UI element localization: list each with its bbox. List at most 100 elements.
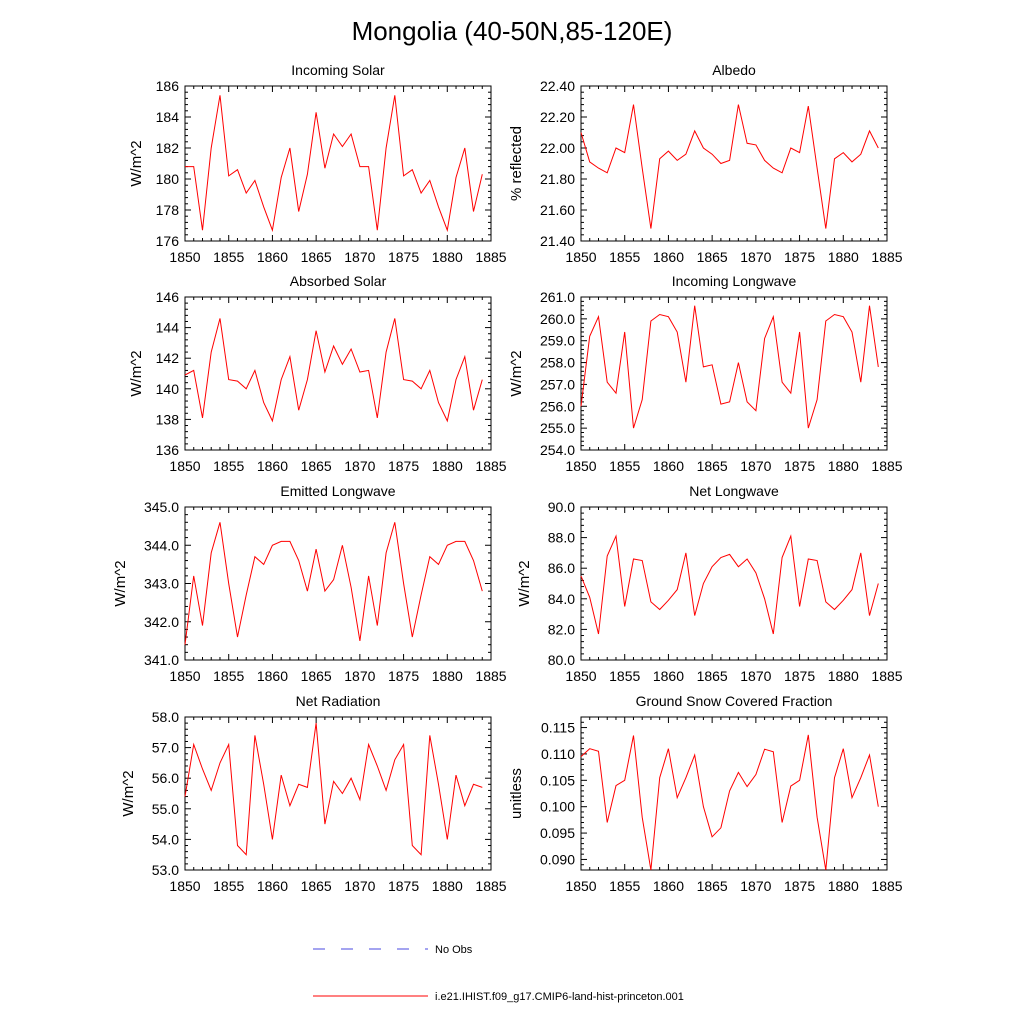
albedo-x-tick-label: 1885 xyxy=(871,249,902,265)
ground-snow-covered-fraction-y-tick-label: 0.110 xyxy=(541,746,575,762)
net-radiation-series-line xyxy=(184,723,483,856)
net-radiation-title: Net Radiation xyxy=(296,693,381,709)
incoming-solar-y-tick-label: 184 xyxy=(156,109,180,125)
figure-title: Mongolia (40-50N,85-120E) xyxy=(352,16,673,46)
absorbed-solar-y-tick-label: 146 xyxy=(156,289,180,305)
ground-snow-covered-fraction-y-tick-label: 0.095 xyxy=(540,825,575,841)
emitted-longwave-series-line xyxy=(184,522,483,645)
net-longwave-y-tick-label: 90.0 xyxy=(548,499,575,515)
incoming-longwave-x-tick-label: 1880 xyxy=(828,458,859,474)
net-radiation-y-tick-label: 55.0 xyxy=(152,801,179,817)
absorbed-solar-x-tick-label: 1865 xyxy=(301,458,332,474)
incoming-longwave-x-tick-label: 1855 xyxy=(609,458,640,474)
absorbed-solar-x-tick-label: 1870 xyxy=(344,458,375,474)
incoming-solar-y-tick-label: 178 xyxy=(156,202,180,218)
incoming-longwave-y-tick-label: 257.0 xyxy=(540,376,575,392)
ground-snow-covered-fraction-title: Ground Snow Covered Fraction xyxy=(636,693,833,709)
net-radiation-y-tick-label: 56.0 xyxy=(152,770,179,786)
ground-snow-covered-fraction-x-tick-label: 1885 xyxy=(871,878,902,894)
emitted-longwave-x-tick-label: 1870 xyxy=(344,668,375,684)
emitted-longwave-x-tick-label: 1885 xyxy=(475,668,506,684)
absorbed-solar-title: Absorbed Solar xyxy=(290,273,387,289)
ground-snow-covered-fraction-series-line xyxy=(580,734,879,871)
ground-snow-covered-fraction-x-tick-label: 1875 xyxy=(784,878,815,894)
albedo-y-axis-label: % reflected xyxy=(508,126,525,201)
emitted-longwave-plot-frame xyxy=(184,506,492,661)
net-radiation-x-tick-label: 1885 xyxy=(475,878,506,894)
incoming-longwave-x-tick-label: 1860 xyxy=(653,458,684,474)
net-radiation-x-tick-label: 1880 xyxy=(432,878,463,894)
net-longwave-x-tick-label: 1870 xyxy=(740,668,771,684)
net-longwave-x-tick-label: 1850 xyxy=(565,668,596,684)
albedo-x-tick-label: 1855 xyxy=(609,249,640,265)
emitted-longwave-title: Emitted Longwave xyxy=(280,483,395,499)
panel-incoming-solar: 1850 1855 1860 1865 1870 1875 1880 1885 176 178 18… xyxy=(128,62,507,265)
ground-snow-covered-fraction-x-tick-label: 1860 xyxy=(653,878,684,894)
absorbed-solar-y-tick-label: 136 xyxy=(156,442,180,458)
net-radiation-plot-frame xyxy=(184,716,492,871)
absorbed-solar-y-tick-label: 142 xyxy=(156,350,180,366)
ground-snow-covered-fraction-x-tick-label: 1855 xyxy=(609,878,640,894)
net-longwave-x-tick-label: 1880 xyxy=(828,668,859,684)
incoming-solar-x-tick-label: 1880 xyxy=(432,249,463,265)
albedo-x-tick-label: 1865 xyxy=(697,249,728,265)
incoming-solar-series-line xyxy=(185,95,483,233)
emitted-longwave-x-tick-label: 1880 xyxy=(432,668,463,684)
net-longwave-y-tick-label: 86.0 xyxy=(548,560,575,576)
net-radiation-y-tick-label: 58.0 xyxy=(152,709,179,725)
net-radiation-y-tick-label: 53.0 xyxy=(152,862,179,878)
albedo-x-tick-label: 1880 xyxy=(828,249,859,265)
panel-emitted-longwave: 1850 1855 1860 1865 1870 1875 1880 1885 341.0 342… xyxy=(112,483,507,684)
net-radiation-y-tick-label: 54.0 xyxy=(152,831,179,847)
net-radiation-x-tick-label: 1850 xyxy=(169,878,200,894)
albedo-y-tick-label: 22.40 xyxy=(540,78,575,94)
emitted-longwave-y-tick-label: 342.0 xyxy=(144,614,179,630)
incoming-longwave-y-tick-label: 261.0 xyxy=(540,289,575,305)
net-longwave-x-tick-label: 1860 xyxy=(653,668,684,684)
albedo-series-line xyxy=(580,104,879,229)
absorbed-solar-y-axis-label: W/m^2 xyxy=(128,350,145,396)
incoming-longwave-y-tick-label: 256.0 xyxy=(540,398,575,414)
panels-group: 1850 1855 1860 1865 1870 1875 1880 1885 176 178 18… xyxy=(112,62,903,894)
absorbed-solar-y-tick-label: 138 xyxy=(156,411,180,427)
incoming-longwave-series-line xyxy=(580,305,879,429)
incoming-longwave-x-tick-label: 1875 xyxy=(784,458,815,474)
emitted-longwave-x-tick-label: 1865 xyxy=(301,668,332,684)
ground-snow-covered-fraction-plot-frame xyxy=(580,716,888,871)
incoming-longwave-y-tick-label: 255.0 xyxy=(540,420,575,436)
absorbed-solar-y-tick-label: 144 xyxy=(156,320,180,336)
albedo-y-tick-label: 22.20 xyxy=(540,109,575,125)
incoming-longwave-y-tick-label: 254.0 xyxy=(540,442,575,458)
albedo-plot-frame xyxy=(580,85,888,242)
absorbed-solar-y-tick-label: 140 xyxy=(156,381,180,397)
panel-net-radiation: 1850 1855 1860 1865 1870 1875 1880 1885 53.0 54.0… xyxy=(120,693,507,894)
albedo-y-tick-label: 21.40 xyxy=(540,233,575,249)
incoming-solar-x-tick-label: 1875 xyxy=(388,249,419,265)
net-radiation-x-tick-label: 1865 xyxy=(301,878,332,894)
net-radiation-x-tick-label: 1875 xyxy=(388,878,419,894)
net-longwave-plot-frame xyxy=(580,506,888,661)
net-radiation-x-tick-label: 1860 xyxy=(257,878,288,894)
net-longwave-y-axis-label: W/m^2 xyxy=(516,560,533,606)
albedo-x-tick-label: 1850 xyxy=(565,249,596,265)
net-radiation-x-tick-label: 1870 xyxy=(344,878,375,894)
emitted-longwave-y-tick-label: 344.0 xyxy=(144,537,179,553)
albedo-x-tick-label: 1870 xyxy=(740,249,771,265)
incoming-longwave-y-tick-label: 260.0 xyxy=(540,311,575,327)
legend-label-no-obs: No Obs xyxy=(435,944,473,956)
emitted-longwave-x-tick-label: 1860 xyxy=(257,668,288,684)
incoming-solar-x-tick-label: 1885 xyxy=(475,249,506,265)
incoming-longwave-x-tick-label: 1870 xyxy=(740,458,771,474)
net-longwave-y-tick-label: 84.0 xyxy=(548,591,575,607)
ground-snow-covered-fraction-y-tick-label: 0.105 xyxy=(540,772,575,788)
emitted-longwave-x-tick-label: 1850 xyxy=(169,668,200,684)
incoming-solar-y-tick-label: 176 xyxy=(156,233,180,249)
incoming-solar-plot-frame xyxy=(184,85,492,242)
incoming-solar-x-tick-label: 1860 xyxy=(257,249,288,265)
incoming-solar-x-tick-label: 1855 xyxy=(213,249,244,265)
emitted-longwave-y-axis-label: W/m^2 xyxy=(112,560,129,606)
net-longwave-x-tick-label: 1875 xyxy=(784,668,815,684)
panel-net-longwave: 1850 1855 1860 1865 1870 1875 1880 1885 80.0 82.0… xyxy=(516,483,903,684)
absorbed-solar-series-line xyxy=(184,318,483,423)
